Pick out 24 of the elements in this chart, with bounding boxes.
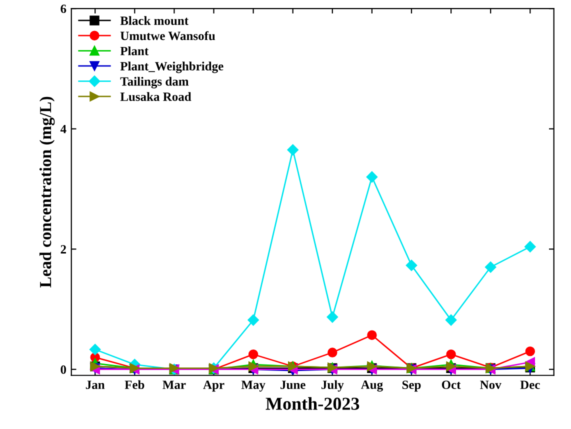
x-tick-label: July [321, 380, 344, 392]
legend-label: Plant_Weighbridge [120, 62, 224, 74]
x-tick-label: Oct [442, 380, 461, 390]
x-tick-label: Nov [480, 380, 502, 390]
x-tick-label: Aug [360, 380, 383, 392]
x-tick-label: Sep [402, 380, 421, 392]
x-axis-title: Month-2023 [266, 397, 360, 410]
legend-label: Plant [120, 46, 149, 56]
x-tick-label: Mar [162, 380, 186, 390]
y-axis-title: Lead concentration (mg/L) [39, 96, 55, 288]
x-tick-label: June [280, 380, 306, 390]
x-tick-label: May [241, 380, 266, 392]
y-tick-label: 2 [60, 245, 66, 254]
y-tick-label: 4 [60, 124, 66, 134]
legend-label: Black mount [120, 16, 188, 25]
x-tick-label: Dec [520, 380, 540, 390]
legend-label: Tailings dam [120, 76, 189, 88]
y-tick-label: 0 [60, 365, 66, 374]
x-tick-label: Apr [203, 380, 224, 392]
x-tick-label: Feb [124, 380, 144, 390]
legend-label: Lusaka Road [120, 92, 192, 101]
y-tick-label: 6 [60, 4, 66, 14]
legend-label: Umutwe Wansofu [120, 31, 216, 40]
x-tick-label: Jan [86, 380, 105, 390]
